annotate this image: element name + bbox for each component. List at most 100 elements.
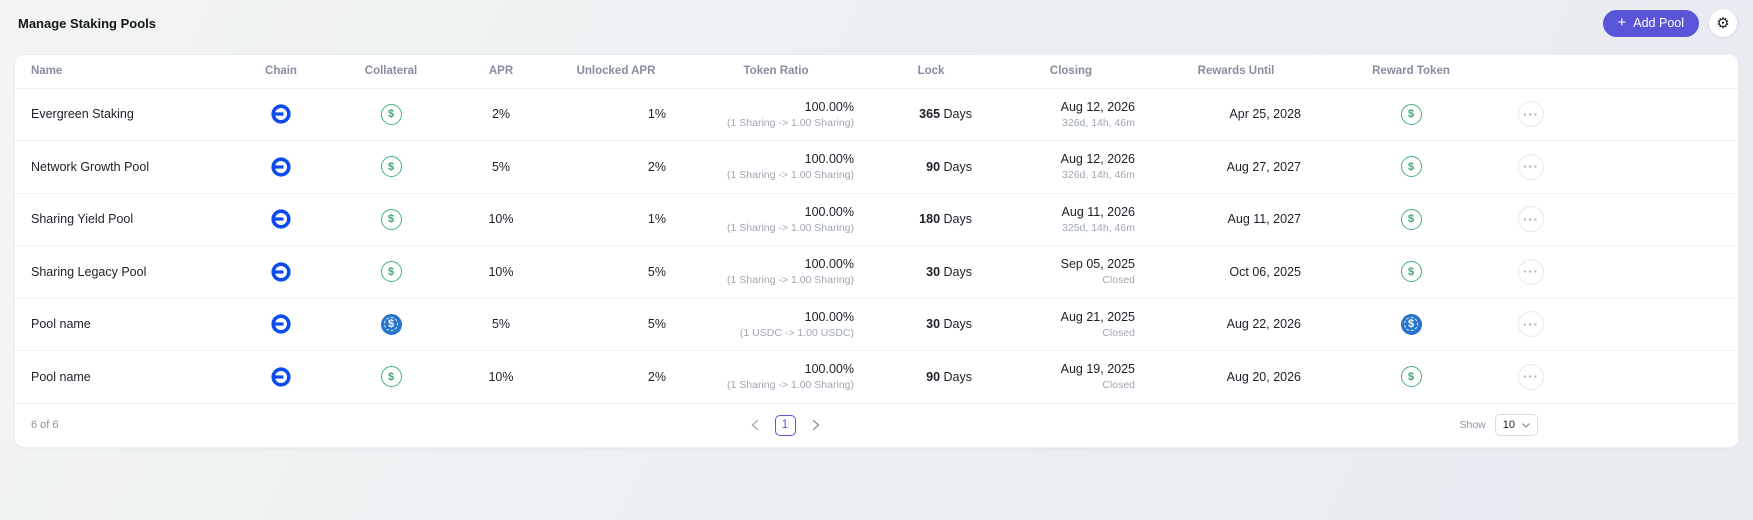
column-header-token-ratio: Token Ratio bbox=[681, 55, 871, 89]
table-row[interactable]: Network Growth Pool $ 5% 2% 100.00% (1 S… bbox=[15, 140, 1738, 194]
token-ratio-detail: (1 Sharing -> 1.00 Sharing) bbox=[727, 379, 854, 392]
closing-status: Closed bbox=[1102, 274, 1135, 287]
chevron-left-icon bbox=[751, 419, 758, 431]
lock-value: 90 Days bbox=[871, 350, 991, 404]
closing-date: Aug 21, 2025 bbox=[1060, 309, 1135, 324]
row-actions-button[interactable]: ··· bbox=[1518, 258, 1544, 285]
closing-status: Closed bbox=[1102, 379, 1135, 392]
column-header-closing: Closing bbox=[991, 55, 1151, 89]
token-ratio-cell: 100.00% (1 USDC -> 1.00 USDC) bbox=[681, 298, 871, 351]
closing-cell: Aug 12, 2026 326d, 14h, 46m bbox=[991, 140, 1151, 194]
pool-name: Network Growth Pool bbox=[15, 140, 231, 194]
token-ratio-value: 100.00% bbox=[804, 99, 854, 114]
row-actions-button[interactable]: ··· bbox=[1518, 101, 1544, 128]
rewards-until-date: Aug 20, 2026 bbox=[1151, 350, 1321, 404]
closing-date: Aug 19, 2025 bbox=[1060, 362, 1135, 377]
closing-cell: Aug 21, 2025 Closed bbox=[991, 298, 1151, 351]
next-page-button[interactable] bbox=[805, 414, 827, 436]
page-size-value: 10 bbox=[1502, 419, 1515, 431]
add-pool-label: Add Pool bbox=[1633, 16, 1684, 30]
settings-button[interactable]: ⚙ bbox=[1709, 9, 1737, 37]
table-row[interactable]: Evergreen Staking $ 2% 1% 100.00% (1 Sha… bbox=[15, 88, 1738, 141]
unlocked-apr-value: 2% bbox=[551, 350, 681, 404]
row-spacer bbox=[1561, 88, 1738, 141]
staking-pools-table-card: Name Chain Collateral APR Unlocked APR T… bbox=[14, 54, 1739, 448]
token-ratio-cell: 100.00% (1 Sharing -> 1.00 Sharing) bbox=[681, 140, 871, 194]
column-header-reward-token: Reward Token bbox=[1321, 55, 1501, 89]
collateral-token-icon: $ bbox=[380, 313, 402, 335]
plus-icon: + bbox=[1617, 14, 1627, 31]
chain-icon bbox=[270, 313, 292, 335]
row-spacer bbox=[1561, 245, 1738, 299]
rewards-until-date: Aug 27, 2027 bbox=[1151, 140, 1321, 194]
collateral-token-icon: $ bbox=[380, 156, 402, 178]
closing-date: Aug 11, 2026 bbox=[1061, 204, 1135, 219]
token-ratio-value: 100.00% bbox=[804, 309, 854, 324]
table-row[interactable]: Sharing Yield Pool $ 10% 1% 100.00% (1 S… bbox=[15, 193, 1738, 246]
table-row[interactable]: Sharing Legacy Pool $ 10% 5% 100.00% (1 … bbox=[15, 245, 1738, 299]
closing-date: Sep 05, 2025 bbox=[1060, 257, 1135, 272]
chevron-down-icon bbox=[1522, 422, 1530, 428]
table-row[interactable]: Pool name $ 5% 5% 100.00% (1 USDC -> 1.0… bbox=[15, 298, 1738, 351]
unlocked-apr-value: 5% bbox=[551, 245, 681, 299]
reward-token-icon: $ bbox=[1400, 261, 1422, 283]
row-actions-button[interactable]: ··· bbox=[1518, 153, 1544, 180]
chain-icon bbox=[270, 156, 292, 178]
chain-icon bbox=[270, 208, 292, 230]
page-number-button[interactable]: 1 bbox=[774, 414, 796, 436]
ellipsis-icon: ··· bbox=[1523, 264, 1539, 280]
page-size-select[interactable]: 10 bbox=[1494, 414, 1538, 436]
pool-name: Sharing Legacy Pool bbox=[15, 245, 231, 299]
token-ratio-value: 100.00% bbox=[804, 152, 854, 167]
closing-cell: Sep 05, 2025 Closed bbox=[991, 245, 1151, 299]
reward-token-icon: $ bbox=[1400, 156, 1422, 178]
rewards-until-date: Aug 22, 2026 bbox=[1151, 298, 1321, 351]
row-count: 6 of 6 bbox=[31, 419, 59, 431]
unlocked-apr-value: 5% bbox=[551, 298, 681, 351]
row-spacer bbox=[1561, 350, 1738, 404]
column-header-name: Name bbox=[15, 55, 231, 89]
top-bar: Manage Staking Pools + Add Pool ⚙ bbox=[0, 0, 1753, 46]
collateral-token-icon: $ bbox=[380, 366, 402, 388]
chevron-right-icon bbox=[812, 419, 819, 431]
add-pool-button[interactable]: + Add Pool bbox=[1602, 9, 1699, 37]
lock-value: 30 Days bbox=[871, 245, 991, 299]
column-header-lock: Lock bbox=[871, 55, 991, 89]
row-actions-button[interactable]: ··· bbox=[1518, 311, 1544, 338]
column-header-spacer bbox=[1561, 55, 1738, 89]
apr-value: 5% bbox=[451, 140, 551, 194]
closing-cell: Aug 11, 2026 325d, 14h, 46m bbox=[991, 193, 1151, 246]
column-header-chain: Chain bbox=[231, 55, 331, 89]
previous-page-button[interactable] bbox=[744, 414, 766, 436]
token-ratio-value: 100.00% bbox=[804, 362, 854, 377]
collateral-token-icon: $ bbox=[380, 103, 402, 125]
staking-pools-table: Name Chain Collateral APR Unlocked APR T… bbox=[15, 55, 1738, 404]
row-actions-button[interactable]: ··· bbox=[1518, 363, 1544, 390]
pool-name: Pool name bbox=[15, 350, 231, 404]
unlocked-apr-value: 2% bbox=[551, 140, 681, 194]
apr-value: 2% bbox=[451, 88, 551, 141]
column-header-actions bbox=[1501, 55, 1561, 89]
lock-value: 180 Days bbox=[871, 193, 991, 246]
ellipsis-icon: ··· bbox=[1523, 159, 1539, 175]
token-ratio-detail: (1 Sharing -> 1.00 Sharing) bbox=[727, 221, 854, 234]
token-ratio-value: 100.00% bbox=[804, 204, 854, 219]
chain-icon bbox=[270, 261, 292, 283]
token-ratio-detail: (1 Sharing -> 1.00 Sharing) bbox=[727, 274, 854, 287]
closing-date: Aug 12, 2026 bbox=[1060, 152, 1135, 167]
closing-status: 325d, 14h, 46m bbox=[1062, 221, 1135, 234]
chain-icon bbox=[270, 103, 292, 125]
row-actions-button[interactable]: ··· bbox=[1518, 206, 1544, 233]
rewards-until-date: Oct 06, 2025 bbox=[1151, 245, 1321, 299]
lock-value: 30 Days bbox=[871, 298, 991, 351]
ellipsis-icon: ··· bbox=[1523, 316, 1539, 332]
pool-name: Pool name bbox=[15, 298, 231, 351]
table-header-row: Name Chain Collateral APR Unlocked APR T… bbox=[15, 55, 1738, 89]
pool-name: Sharing Yield Pool bbox=[15, 193, 231, 246]
apr-value: 10% bbox=[451, 350, 551, 404]
table-row[interactable]: Pool name $ 10% 2% 100.00% (1 Sharing ->… bbox=[15, 350, 1738, 404]
reward-token-icon: $ bbox=[1400, 366, 1422, 388]
collateral-token-icon: $ bbox=[380, 261, 402, 283]
table-footer: 6 of 6 1 Show 10 bbox=[15, 404, 1738, 447]
token-ratio-cell: 100.00% (1 Sharing -> 1.00 Sharing) bbox=[681, 245, 871, 299]
